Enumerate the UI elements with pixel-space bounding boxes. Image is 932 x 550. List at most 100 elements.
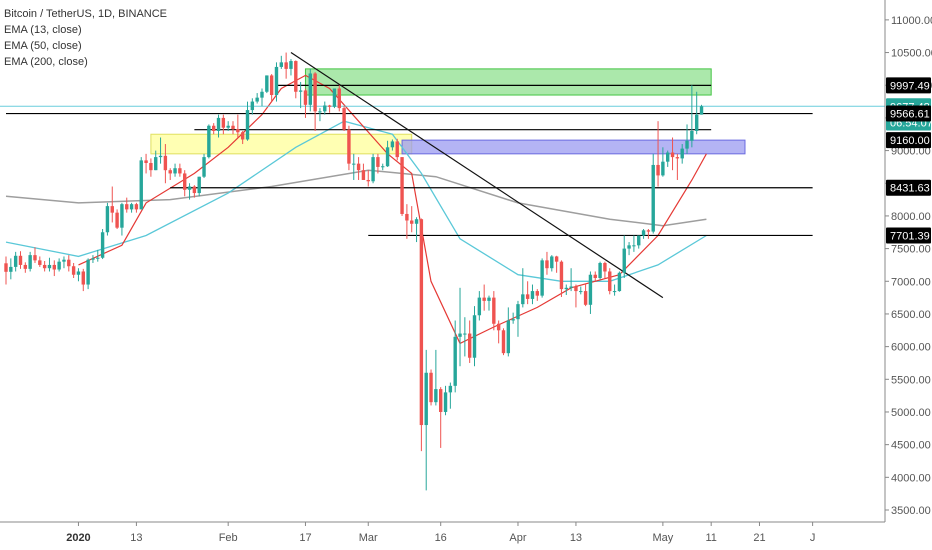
candle xyxy=(100,228,105,260)
candle-body xyxy=(149,162,153,171)
x-tick-label: Apr xyxy=(509,532,526,544)
y-tick-label: 5500.00 xyxy=(891,374,931,386)
candle-body xyxy=(434,389,438,403)
candle-body xyxy=(583,291,588,305)
candle xyxy=(168,168,172,180)
x-tick-label: 16 xyxy=(435,532,447,544)
candle xyxy=(530,284,535,305)
candle xyxy=(356,157,361,180)
candle-body xyxy=(62,259,66,262)
candle xyxy=(525,281,530,305)
candle xyxy=(115,209,119,229)
candle-body xyxy=(9,266,13,272)
candle-body xyxy=(303,90,308,105)
candle-body xyxy=(4,263,8,272)
candle xyxy=(492,291,496,331)
candle-body xyxy=(337,88,341,109)
candle-body xyxy=(675,157,680,159)
candle-body xyxy=(134,204,139,210)
candle xyxy=(149,158,153,177)
candle xyxy=(4,256,8,285)
y-tick-label: 5000.00 xyxy=(891,407,931,419)
ema13-label: EMA (13, close) xyxy=(4,24,82,36)
candle xyxy=(183,170,187,197)
candle-body xyxy=(453,336,457,386)
candle-body xyxy=(139,160,143,210)
x-axis: 2020 13 Feb 17 Mar 16 Apr 13 May 11 21 J xyxy=(0,521,932,550)
candle-body xyxy=(100,232,105,258)
candle-body xyxy=(477,297,482,316)
price-tag-text: 9160.00 xyxy=(890,135,930,147)
candle xyxy=(685,124,689,154)
candle-body xyxy=(622,248,626,273)
candle xyxy=(71,262,76,279)
candle-body xyxy=(472,315,477,358)
candle-body xyxy=(250,101,255,111)
candle xyxy=(33,247,37,263)
candle xyxy=(656,121,660,187)
candle xyxy=(419,218,424,452)
candle-body xyxy=(67,259,71,267)
candle xyxy=(18,251,23,269)
candle xyxy=(211,123,216,135)
candle xyxy=(265,75,269,94)
candle xyxy=(52,260,56,277)
candle xyxy=(583,284,588,307)
candle-body xyxy=(120,204,124,228)
candle-body xyxy=(96,257,100,259)
candle xyxy=(603,261,607,279)
candle-body xyxy=(511,319,515,321)
candle-body xyxy=(318,111,322,113)
candle xyxy=(487,295,491,311)
candle xyxy=(221,114,226,135)
candle xyxy=(516,300,520,337)
candle xyxy=(337,85,341,112)
candle-body xyxy=(187,186,192,190)
candle-body xyxy=(641,230,646,236)
candle-body xyxy=(168,170,172,174)
candle xyxy=(318,108,322,122)
candle-body xyxy=(356,163,361,171)
candle xyxy=(593,271,597,282)
candle-body xyxy=(308,73,312,105)
candle xyxy=(680,144,684,164)
candle-body xyxy=(298,90,303,92)
candle xyxy=(646,228,651,239)
candle xyxy=(554,255,559,273)
candle xyxy=(501,328,506,356)
candle-body xyxy=(221,117,226,128)
candle xyxy=(699,104,704,115)
candle-body xyxy=(574,286,578,292)
y-tick-label: 7500.00 xyxy=(891,244,931,256)
candle-body xyxy=(38,260,42,265)
candle-body xyxy=(81,271,85,285)
candle-body xyxy=(564,287,568,290)
candle xyxy=(231,121,235,135)
candle-body xyxy=(598,262,602,279)
candle-body xyxy=(371,157,375,182)
price-tag-background xyxy=(886,179,931,196)
candle xyxy=(47,257,52,272)
candle-body xyxy=(637,235,641,246)
candle-body xyxy=(651,164,655,232)
candle-body xyxy=(443,392,448,412)
candle-body xyxy=(57,261,61,270)
candle-body xyxy=(178,168,182,174)
candle xyxy=(559,260,564,297)
candle xyxy=(443,385,448,416)
candle xyxy=(294,60,298,99)
candle xyxy=(284,52,288,79)
candle-body xyxy=(699,106,704,115)
candle xyxy=(57,258,61,272)
candle xyxy=(332,88,337,109)
candle-body xyxy=(617,272,622,292)
candle xyxy=(608,268,612,295)
candle-body xyxy=(492,297,496,324)
candle-body xyxy=(313,73,317,112)
candle xyxy=(434,349,438,406)
candle xyxy=(641,228,646,239)
candle-body xyxy=(439,389,443,412)
candle-body xyxy=(284,62,288,69)
